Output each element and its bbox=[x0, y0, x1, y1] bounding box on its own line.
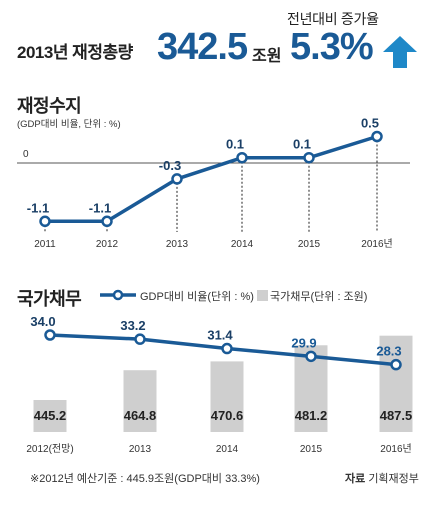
balance-chart-title: 재정수지 bbox=[17, 96, 82, 116]
gdp-ratio-point bbox=[44, 329, 56, 341]
debt-chart-title: 국가채무 bbox=[17, 289, 82, 309]
balance-point bbox=[39, 215, 51, 228]
debt-x-tick: 2016년 bbox=[380, 443, 411, 455]
balance-point bbox=[371, 130, 383, 143]
gdp-ratio-label: 34.0 bbox=[30, 314, 55, 329]
balance-x-tick: 2013 bbox=[166, 239, 189, 250]
debt-bar bbox=[123, 370, 157, 432]
balance-point bbox=[171, 173, 183, 185]
up-arrow-icon bbox=[383, 36, 417, 68]
headline-total-value: 342.5 bbox=[157, 26, 248, 68]
debt-bar-label: 487.5 bbox=[380, 408, 413, 423]
debt-bar-label: 464.8 bbox=[124, 408, 157, 423]
balance-x-tick: 2011 bbox=[34, 239, 56, 250]
gdp-ratio-label: 29.9 bbox=[291, 335, 316, 350]
gdp-ratio-point bbox=[221, 342, 233, 355]
balance-x-tick: 2012 bbox=[96, 239, 119, 250]
zero-label: 0 bbox=[23, 149, 29, 160]
headline-rate-value: 5.3% bbox=[290, 26, 374, 68]
balance-data-label: 0.1 bbox=[226, 137, 244, 152]
headline: 2013년 재정총량 342.5 조원 전년대비 증가율 5.3% bbox=[0, 0, 446, 88]
debt-bar bbox=[379, 335, 413, 432]
balance-x-tick: 2016년 bbox=[361, 238, 392, 250]
legend-bar-swatch bbox=[257, 290, 268, 301]
headline-total-unit: 조원 bbox=[252, 48, 282, 65]
balance-data-label: 0.1 bbox=[293, 137, 311, 152]
debt-bar bbox=[210, 361, 244, 432]
balance-series-line bbox=[45, 134, 378, 224]
debt-x-tick: 2014 bbox=[216, 444, 239, 455]
debt-x-tick: 2015 bbox=[300, 444, 323, 455]
gdp-ratio-label: 28.3 bbox=[376, 344, 401, 359]
headline-rate-label: 전년대비 증가율 bbox=[287, 11, 379, 27]
balance-point bbox=[236, 151, 248, 164]
legend-bar-label: 국가채무(단위 : 조원) bbox=[270, 291, 368, 303]
gdp-ratio-point bbox=[390, 358, 402, 371]
balance-data-label: 0.5 bbox=[361, 116, 379, 131]
gdp-ratio-label: 31.4 bbox=[207, 328, 233, 343]
legend-line-icon bbox=[100, 289, 136, 301]
gdp-ratio-label: 33.2 bbox=[120, 318, 145, 333]
balance-data-label: -1.1 bbox=[27, 200, 49, 215]
balance-chart-subtitle: (GDP대비 비율, 단위 : %) bbox=[17, 119, 121, 130]
debt-bar bbox=[33, 400, 67, 432]
source-label: 자료 bbox=[345, 473, 366, 485]
debt-x-tick: 2013 bbox=[129, 444, 152, 455]
balance-point bbox=[101, 215, 113, 228]
headline-label: 2013년 재정총량 bbox=[17, 43, 133, 62]
source: 자료 기획재정부 bbox=[345, 470, 419, 486]
debt-bar-label: 445.2 bbox=[34, 408, 67, 423]
debt-bar-label: 470.6 bbox=[211, 408, 244, 423]
balance-x-tick: 2014 bbox=[231, 239, 254, 250]
gdp-ratio-point bbox=[305, 350, 317, 363]
legend-line-label: GDP대비 비율(단위 : %) bbox=[140, 291, 254, 303]
balance-point bbox=[303, 151, 315, 164]
source-value: 기획재정부 bbox=[368, 473, 419, 485]
footnote: ※2012년 예산기준 : 445.9조원(GDP대비 33.3%) bbox=[30, 473, 260, 485]
gdp-ratio-point bbox=[134, 333, 146, 345]
debt-bar-label: 481.2 bbox=[295, 408, 328, 423]
balance-data-label: -1.1 bbox=[89, 200, 111, 215]
balance-line-chart: 0 -1.1 2011 -1.1 2012 -0.3 2013 0.1 2014 0.1 2015 0… bbox=[17, 116, 410, 250]
debt-combo-chart: 445.2 2012(전망) 464.8 2013 470.6 2014 481.2 2015… bbox=[26, 314, 413, 455]
balance-data-label: -0.3 bbox=[159, 158, 181, 173]
debt-x-tick: 2012(전망) bbox=[26, 443, 73, 455]
balance-x-tick: 2015 bbox=[298, 239, 321, 250]
